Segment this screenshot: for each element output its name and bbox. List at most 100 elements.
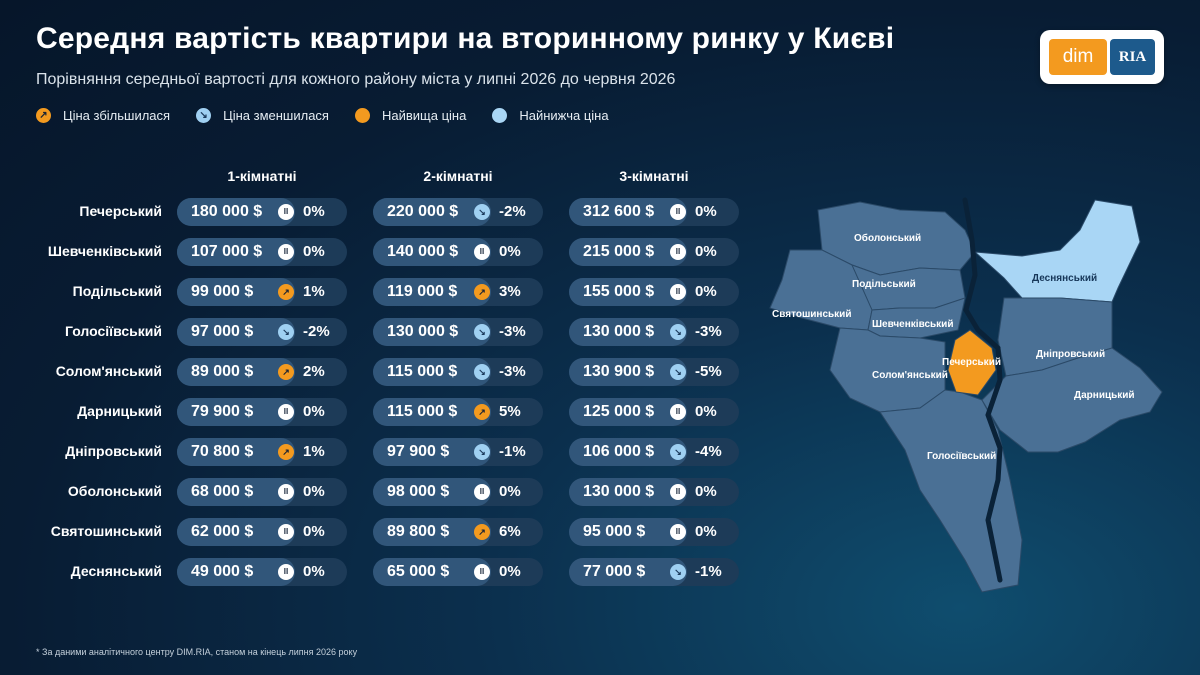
price-cell: 155 000 $ II 0% bbox=[569, 278, 739, 306]
price-pill-bg bbox=[177, 318, 295, 346]
price-pill-bg bbox=[373, 198, 491, 226]
arrow-down-icon: ↘ bbox=[474, 364, 490, 380]
district-label: Шевченківський bbox=[47, 243, 162, 259]
pause-icon: II bbox=[670, 204, 686, 220]
arrow-down-icon: ↘ bbox=[670, 444, 686, 460]
dim-ria-logo: dim RIA bbox=[1040, 30, 1164, 84]
price-pill-bg bbox=[177, 438, 295, 466]
district-label: Оболонський bbox=[67, 483, 162, 499]
change-percent: -3% bbox=[695, 323, 722, 340]
change-percent: 0% bbox=[303, 203, 325, 220]
arrow-down-icon: ↘ bbox=[670, 364, 686, 380]
price-value: 215 000 $ bbox=[583, 243, 655, 260]
map-district-holosiivskyi bbox=[879, 389, 1023, 593]
legend-item-low: Найнижча ціна bbox=[492, 108, 609, 123]
change-percent: 0% bbox=[303, 403, 325, 420]
change-percent: 3% bbox=[499, 283, 521, 300]
page-subtitle: Порівняння середньої вартості для кожног… bbox=[36, 71, 676, 88]
pause-icon: II bbox=[278, 484, 294, 500]
price-value: 115 000 $ bbox=[387, 403, 458, 420]
price-cell: 220 000 $ ↘ -2% bbox=[373, 198, 543, 226]
price-pill-bg bbox=[177, 358, 295, 386]
price-pill-bg bbox=[569, 398, 687, 426]
arrow-down-icon: ↘ bbox=[670, 324, 686, 340]
price-value: 97 000 $ bbox=[191, 323, 254, 340]
district-label: Дарницький bbox=[77, 403, 162, 419]
change-percent: -3% bbox=[499, 363, 526, 380]
price-value: 180 000 $ bbox=[191, 203, 263, 220]
price-value: 130 900 $ bbox=[583, 363, 655, 380]
kyiv-district-map: Оболонський Деснянський Подільський Свят… bbox=[769, 197, 1163, 593]
price-value: 312 600 $ bbox=[583, 203, 655, 220]
price-pill-bg bbox=[569, 358, 687, 386]
district-label: Подільський bbox=[72, 283, 162, 299]
price-cell: 98 000 $ II 0% bbox=[373, 478, 543, 506]
price-value: 125 000 $ bbox=[583, 403, 655, 420]
price-cell: 97 000 $ ↘ -2% bbox=[177, 318, 347, 346]
change-percent: -5% bbox=[695, 363, 722, 380]
column-header-1room: 1-кімнатні bbox=[227, 168, 297, 184]
change-percent: 1% bbox=[303, 283, 325, 300]
change-percent: 6% bbox=[499, 523, 521, 540]
map-label-solomianskyi: Солом'янський bbox=[872, 370, 948, 381]
price-cell: 79 900 $ II 0% bbox=[177, 398, 347, 426]
price-cell: 125 000 $ II 0% bbox=[569, 398, 739, 426]
change-percent: 0% bbox=[695, 203, 717, 220]
price-value: 115 000 $ bbox=[387, 363, 458, 380]
price-value: 98 000 $ bbox=[387, 483, 450, 500]
pause-icon: II bbox=[474, 484, 490, 500]
price-value: 89 800 $ bbox=[387, 523, 450, 540]
map-labels: Оболонський Деснянський Подільський Свят… bbox=[772, 232, 1135, 462]
price-value: 106 000 $ bbox=[583, 443, 655, 460]
price-value: 70 800 $ bbox=[191, 443, 254, 460]
price-cell: 115 000 $ ↘ -3% bbox=[373, 358, 543, 386]
arrow-up-icon: ↗ bbox=[278, 364, 294, 380]
price-value: 65 000 $ bbox=[387, 563, 450, 580]
change-percent: 0% bbox=[303, 523, 325, 540]
price-pill-bg bbox=[177, 518, 295, 546]
price-value: 130 000 $ bbox=[583, 483, 655, 500]
price-cell: 89 800 $ ↗ 6% bbox=[373, 518, 543, 546]
change-percent: 0% bbox=[303, 243, 325, 260]
legend-item-up: ↗ Ціна збільшилася bbox=[36, 108, 170, 123]
price-value: 79 900 $ bbox=[191, 403, 254, 420]
map-districts bbox=[769, 197, 1163, 593]
price-value: 77 000 $ bbox=[583, 563, 646, 580]
price-pill-bg bbox=[373, 278, 491, 306]
change-percent: 2% bbox=[303, 363, 325, 380]
price-pill-bg bbox=[177, 398, 295, 426]
price-pill-bg bbox=[569, 198, 687, 226]
arrow-down-icon: ↘ bbox=[474, 444, 490, 460]
pause-icon: II bbox=[670, 284, 686, 300]
arrow-up-icon: ↗ bbox=[474, 524, 490, 540]
change-percent: 1% bbox=[303, 443, 325, 460]
pause-icon: II bbox=[278, 404, 294, 420]
price-pill-bg bbox=[569, 278, 687, 306]
lightblue-dot-icon bbox=[492, 108, 508, 123]
price-cell: 180 000 $ II 0% bbox=[177, 198, 347, 226]
change-percent: -1% bbox=[695, 563, 722, 580]
orange-dot-icon bbox=[354, 108, 370, 123]
arrow-down-icon: ↘ bbox=[474, 324, 490, 340]
price-cell: 62 000 $ II 0% bbox=[177, 518, 347, 546]
map-district-darnytskyi bbox=[981, 347, 1163, 453]
price-value: 49 000 $ bbox=[191, 563, 254, 580]
price-pill-bg bbox=[373, 558, 491, 586]
change-percent: 0% bbox=[695, 283, 717, 300]
price-pill-bg bbox=[373, 518, 491, 546]
price-value: 95 000 $ bbox=[583, 523, 646, 540]
district-label: Деснянський bbox=[70, 563, 162, 579]
map-label-podilskyi: Подільський bbox=[852, 279, 916, 290]
price-cell: 140 000 $ II 0% bbox=[373, 238, 543, 266]
price-cell: 70 800 $ ↗ 1% bbox=[177, 438, 347, 466]
price-cell: 130 900 $ ↘ -5% bbox=[569, 358, 739, 386]
map-label-dniprovskyi: Дніпровський bbox=[1036, 349, 1105, 360]
change-percent: -3% bbox=[499, 323, 526, 340]
price-pill-bg bbox=[177, 478, 295, 506]
logo-dim: dim bbox=[1049, 39, 1107, 75]
price-value: 99 000 $ bbox=[191, 283, 254, 300]
arrow-up-icon: ↗ bbox=[474, 404, 490, 420]
price-value: 68 000 $ bbox=[191, 483, 254, 500]
footnote: * За даними аналітичного центру DIM.RIA,… bbox=[36, 647, 358, 657]
price-pill-bg bbox=[569, 478, 687, 506]
